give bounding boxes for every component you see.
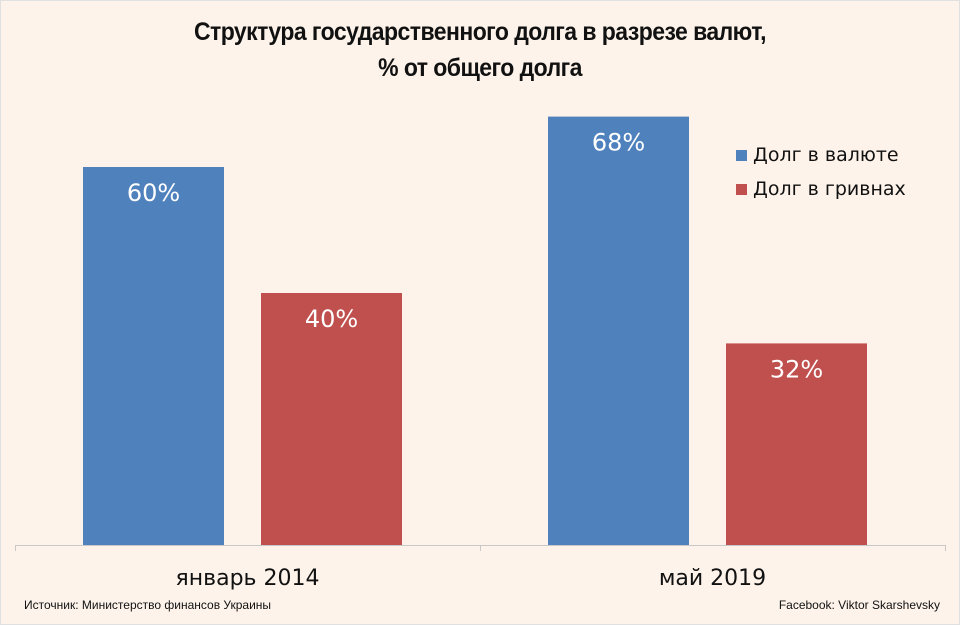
chart-title-line-2: % от общего долга (378, 54, 582, 82)
legend-swatch-hryvnia (736, 183, 747, 195)
bar-foreign-0 (83, 167, 224, 545)
legend-label-foreign: Долг в валюте (753, 144, 899, 166)
legend-item-hryvnia: Долг в гривнах (736, 172, 906, 206)
data-label: 68% (592, 129, 645, 157)
chart-title: Структура государственного долга в разре… (38, 14, 921, 86)
data-label: 40% (305, 305, 358, 333)
x-axis (15, 545, 946, 551)
category-label: январь 2014 (176, 566, 320, 591)
bar-hryvnia-0 (261, 293, 402, 545)
data-label: 60% (127, 179, 180, 207)
credit-note: Facebook: Viktor Skarshevsky (778, 598, 940, 612)
bars-group: 60% 40% 68% 32% (83, 116, 867, 545)
category-label: май 2019 (659, 566, 766, 591)
legend: Долг в валюте Долг в гривнах (736, 138, 906, 206)
category-labels: январь 2014 май 2019 (176, 566, 767, 591)
legend-swatch-foreign (736, 149, 747, 161)
bar-hryvnia-1 (726, 343, 867, 545)
legend-label-hryvnia: Долг в гривнах (753, 178, 906, 200)
bar-foreign-1 (548, 116, 689, 545)
data-label: 32% (770, 355, 823, 383)
source-note: Источник: Министерство финансов Украины (24, 598, 272, 612)
chart-title-line-1: Структура государственного долга в разре… (193, 18, 767, 46)
legend-item-foreign: Долг в валюте (736, 138, 906, 172)
